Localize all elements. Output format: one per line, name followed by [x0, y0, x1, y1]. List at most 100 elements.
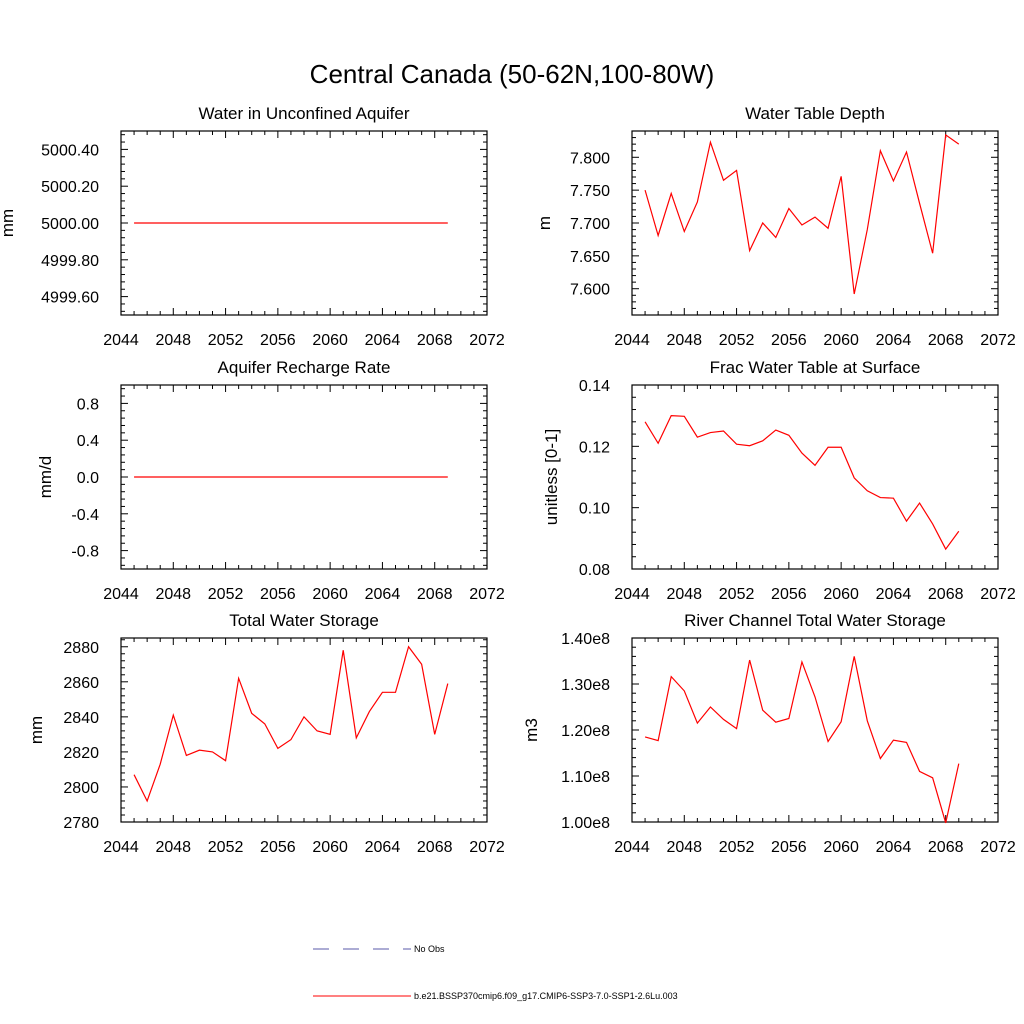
- x-tick-label: 2068: [928, 839, 964, 856]
- y-axis-label: m3: [522, 718, 541, 742]
- x-tick-label: 2044: [614, 586, 650, 603]
- legend-entry-model: b.e21.BSSP370cmip6.f09_g17.CMIP6-SSP3-7.…: [313, 991, 678, 1001]
- y-tick-label: 0.8: [77, 396, 99, 413]
- panel-title: River Channel Total Water Storage: [684, 611, 946, 630]
- x-tick-label: 2060: [312, 839, 348, 856]
- x-tick-label: 2056: [771, 332, 807, 349]
- y-axis-label: mm: [27, 716, 46, 744]
- y-axis-label: mm/d: [36, 456, 55, 499]
- series-line: [644, 415, 960, 551]
- legend-label-model: b.e21.BSSP370cmip6.f09_g17.CMIP6-SSP3-7.…: [414, 991, 678, 1001]
- y-tick-label: 2820: [63, 745, 99, 762]
- x-tick-label: 2072: [469, 586, 505, 603]
- y-axis-label: mm: [0, 209, 17, 237]
- legend: No Obs b.e21.BSSP370cmip6.f09_g17.CMIP6-S…: [313, 944, 678, 1001]
- panel-grid: Water in Unconfined Aquifer 2044 2048 2052 2…: [0, 104, 1016, 856]
- x-tick-label: 2048: [666, 332, 702, 349]
- y-tick-label: 5000.20: [41, 179, 99, 196]
- x-tick-label: 2052: [208, 586, 244, 603]
- y-tick-label: 1.10e8: [561, 769, 610, 786]
- x-tick-label: 2056: [260, 839, 296, 856]
- y-tick-label: 4999.80: [41, 253, 99, 270]
- panel-title: Water in Unconfined Aquifer: [198, 104, 409, 123]
- x-tick-label: 2072: [980, 839, 1016, 856]
- x-tick-label: 2044: [103, 586, 139, 603]
- x-tick-label: 2072: [469, 839, 505, 856]
- panel-1: Water in Unconfined Aquifer 2044 2048 2052 2…: [0, 104, 505, 349]
- y-tick-label: -0.8: [71, 544, 99, 561]
- x-tick-label: 2068: [928, 586, 964, 603]
- x-tick-label: 2060: [312, 332, 348, 349]
- panel-title: Aquifer Recharge Rate: [218, 358, 391, 377]
- x-tick-label: 2052: [208, 332, 244, 349]
- y-axis-label: unitless [0-1]: [542, 429, 561, 525]
- x-tick-label: 2068: [417, 839, 453, 856]
- panel-title: Frac Water Table at Surface: [710, 358, 921, 377]
- y-tick-label: 2840: [63, 710, 99, 727]
- x-tick-label: 2064: [365, 839, 401, 856]
- y-tick-label: 7.800: [570, 150, 610, 167]
- x-tick-label: 2052: [208, 839, 244, 856]
- x-tick-label: 2064: [876, 332, 912, 349]
- x-tick-label: 2060: [312, 586, 348, 603]
- panel-4: Frac Water Table at Surface 2044 2048 2052 2…: [542, 358, 1016, 603]
- panel-5: Total Water Storage 2044 2048 2052 2056 2060 2…: [27, 611, 505, 856]
- x-tick-label: 2060: [823, 586, 859, 603]
- y-tick-label: 4999.60: [41, 290, 99, 307]
- y-tick-label: 2800: [63, 780, 99, 797]
- x-tick-label: 2072: [980, 586, 1016, 603]
- x-tick-label: 2056: [771, 839, 807, 856]
- series-line: [644, 656, 960, 824]
- x-tick-label: 2044: [103, 839, 139, 856]
- panel-6: River Channel Total Water Storage 2044 204…: [522, 611, 1016, 856]
- y-tick-label: 0.10: [579, 501, 610, 518]
- x-tick-label: 2052: [719, 332, 755, 349]
- legend-entry-no-obs: No Obs: [313, 944, 445, 954]
- plot-frame: [120, 637, 488, 823]
- x-tick-label: 2044: [614, 839, 650, 856]
- x-tick-label: 2060: [823, 332, 859, 349]
- x-tick-label: 2068: [417, 332, 453, 349]
- y-tick-label: 2860: [63, 675, 99, 692]
- x-tick-label: 2048: [666, 839, 702, 856]
- x-tick-label: 2064: [876, 839, 912, 856]
- y-tick-label: 7.600: [570, 282, 610, 299]
- panel-3: Aquifer Recharge Rate 2044 2048 2052 2056 206…: [36, 358, 505, 603]
- panel-title: Total Water Storage: [229, 611, 379, 630]
- x-tick-label: 2052: [719, 839, 755, 856]
- y-tick-label: 0.12: [579, 439, 610, 456]
- x-tick-label: 2044: [103, 332, 139, 349]
- y-tick-label: 7.750: [570, 183, 610, 200]
- x-tick-label: 2064: [365, 586, 401, 603]
- x-tick-label: 2064: [876, 586, 912, 603]
- y-tick-label: 5000.00: [41, 216, 99, 233]
- x-tick-label: 2056: [260, 586, 296, 603]
- y-tick-label: 2780: [63, 815, 99, 832]
- x-tick-label: 2072: [469, 332, 505, 349]
- panel-title: Water Table Depth: [745, 104, 885, 123]
- x-tick-label: 2072: [980, 332, 1016, 349]
- x-tick-label: 2056: [771, 586, 807, 603]
- plot-frame: [631, 637, 999, 823]
- x-tick-label: 2048: [155, 586, 191, 603]
- x-tick-label: 2048: [155, 839, 191, 856]
- y-axis-label: m: [535, 216, 554, 230]
- y-tick-label: 1.30e8: [561, 677, 610, 694]
- x-tick-label: 2068: [928, 332, 964, 349]
- y-tick-label: 0.08: [579, 562, 610, 579]
- x-tick-label: 2068: [417, 586, 453, 603]
- y-tick-label: 0.4: [77, 433, 99, 450]
- y-tick-label: 5000.40: [41, 142, 99, 159]
- x-tick-label: 2056: [260, 332, 296, 349]
- y-tick-label: 0.0: [77, 470, 99, 487]
- y-tick-label: 7.650: [570, 249, 610, 266]
- y-tick-label: 1.20e8: [561, 723, 610, 740]
- x-tick-label: 2052: [719, 586, 755, 603]
- series-line: [644, 133, 960, 295]
- y-tick-label: 2880: [63, 640, 99, 657]
- x-tick-label: 2064: [365, 332, 401, 349]
- x-tick-label: 2048: [666, 586, 702, 603]
- x-tick-label: 2060: [823, 839, 859, 856]
- y-tick-label: 1.40e8: [561, 631, 610, 648]
- y-tick-label: 7.700: [570, 216, 610, 233]
